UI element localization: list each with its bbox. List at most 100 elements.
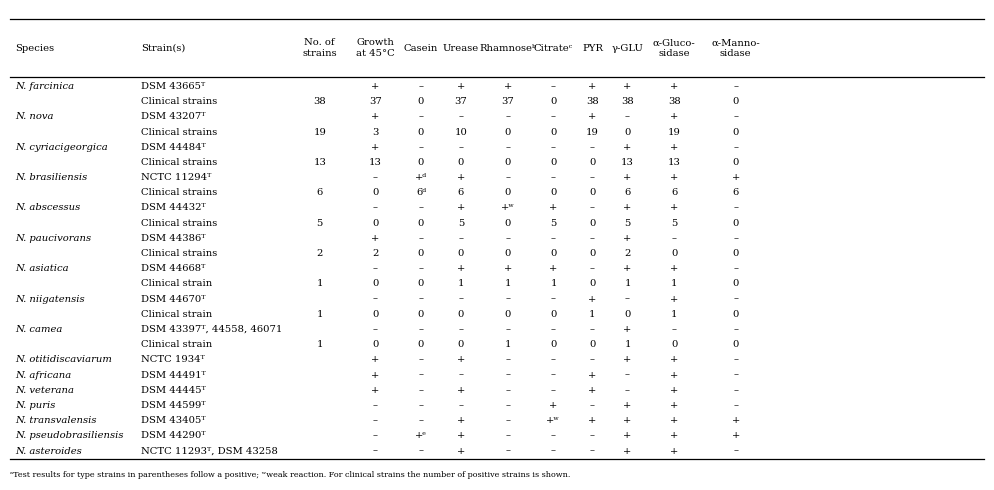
Text: 6: 6 (316, 188, 323, 197)
Text: +: + (670, 370, 679, 380)
Text: 6: 6 (733, 188, 739, 197)
Text: –: – (551, 355, 556, 365)
Text: 0: 0 (551, 127, 557, 137)
Text: –: – (373, 446, 378, 456)
Text: DSM 43665ᵀ: DSM 43665ᵀ (141, 82, 206, 91)
Text: +ʷ: +ʷ (547, 416, 561, 425)
Text: +: + (371, 143, 380, 152)
Text: –: – (373, 264, 378, 273)
Text: 37: 37 (454, 97, 467, 106)
Text: –: – (734, 112, 739, 122)
Text: 0: 0 (417, 279, 424, 289)
Text: –: – (734, 386, 739, 395)
Text: –: – (590, 264, 595, 273)
Text: –: – (590, 203, 595, 213)
Text: 0: 0 (458, 249, 464, 258)
Text: 0: 0 (733, 219, 739, 228)
Text: +: + (623, 234, 631, 243)
Text: +: + (588, 82, 596, 91)
Text: 0: 0 (733, 97, 739, 106)
Text: –: – (418, 294, 423, 304)
Text: Citrateᶜ: Citrateᶜ (534, 44, 574, 52)
Text: +: + (504, 82, 512, 91)
Text: N. nova: N. nova (15, 112, 54, 122)
Text: –: – (734, 294, 739, 304)
Text: –: – (625, 112, 630, 122)
Text: 0: 0 (733, 340, 739, 349)
Text: –: – (551, 112, 556, 122)
Text: 1: 1 (589, 310, 595, 319)
Text: –: – (373, 431, 378, 441)
Text: 0: 0 (551, 188, 557, 197)
Text: +: + (457, 264, 465, 273)
Text: +ᵉ: +ᵉ (415, 431, 427, 441)
Text: +: + (550, 203, 558, 213)
Text: –: – (590, 234, 595, 243)
Text: –: – (418, 446, 423, 456)
Text: DSM 44432ᵀ: DSM 44432ᵀ (141, 203, 206, 213)
Text: 0: 0 (505, 158, 511, 167)
Text: –: – (505, 431, 510, 441)
Text: N. asteroides: N. asteroides (15, 446, 82, 456)
Text: 10: 10 (454, 127, 467, 137)
Text: 0: 0 (417, 97, 424, 106)
Text: +: + (670, 112, 679, 122)
Text: 0: 0 (505, 310, 511, 319)
Text: –: – (734, 355, 739, 365)
Text: –: – (373, 203, 378, 213)
Text: 37: 37 (501, 97, 514, 106)
Text: N. farcinica: N. farcinica (15, 82, 74, 91)
Text: +: + (371, 234, 380, 243)
Text: N. transvalensis: N. transvalensis (15, 416, 96, 425)
Text: –: – (418, 325, 423, 334)
Text: 1: 1 (624, 340, 631, 349)
Text: 1: 1 (457, 279, 464, 289)
Text: –: – (734, 82, 739, 91)
Text: 1: 1 (671, 279, 678, 289)
Text: –: – (590, 431, 595, 441)
Text: NCTC 11294ᵀ: NCTC 11294ᵀ (141, 173, 212, 182)
Text: +: + (457, 386, 465, 395)
Text: –: – (418, 82, 423, 91)
Text: –: – (734, 203, 739, 213)
Text: –: – (458, 294, 463, 304)
Text: –: – (734, 325, 739, 334)
Text: –: – (418, 264, 423, 273)
Text: –: – (590, 401, 595, 410)
Text: –: – (625, 386, 630, 395)
Text: N. otitidiscaviarum: N. otitidiscaviarum (15, 355, 111, 365)
Text: 0: 0 (458, 340, 464, 349)
Text: –: – (418, 401, 423, 410)
Text: +: + (457, 203, 465, 213)
Text: 0: 0 (624, 127, 631, 137)
Text: +: + (457, 82, 465, 91)
Text: +: + (670, 143, 679, 152)
Text: 0: 0 (551, 158, 557, 167)
Text: +: + (588, 112, 596, 122)
Text: Rhamnoseᵇ: Rhamnoseᵇ (479, 44, 536, 52)
Text: –: – (625, 294, 630, 304)
Text: N. pseudobrasiliensis: N. pseudobrasiliensis (15, 431, 123, 441)
Text: –: – (373, 294, 378, 304)
Text: +: + (550, 264, 558, 273)
Text: +: + (371, 355, 380, 365)
Text: –: – (458, 143, 463, 152)
Text: 0: 0 (589, 279, 595, 289)
Text: –: – (551, 173, 556, 182)
Text: –: – (418, 416, 423, 425)
Text: 0: 0 (417, 340, 424, 349)
Text: –: – (418, 370, 423, 380)
Text: α-Gluco-
sidase: α-Gluco- sidase (653, 38, 696, 58)
Text: –: – (551, 386, 556, 395)
Text: +: + (623, 431, 631, 441)
Text: N. cyriacigeorgica: N. cyriacigeorgica (15, 143, 107, 152)
Text: 19: 19 (668, 127, 681, 137)
Text: DSM 44668ᵀ: DSM 44668ᵀ (141, 264, 206, 273)
Text: 13: 13 (668, 158, 681, 167)
Text: +: + (670, 401, 679, 410)
Text: –: – (505, 325, 510, 334)
Text: 19: 19 (313, 127, 326, 137)
Text: –: – (551, 294, 556, 304)
Text: +ʷ: +ʷ (501, 203, 515, 213)
Text: 1: 1 (551, 279, 557, 289)
